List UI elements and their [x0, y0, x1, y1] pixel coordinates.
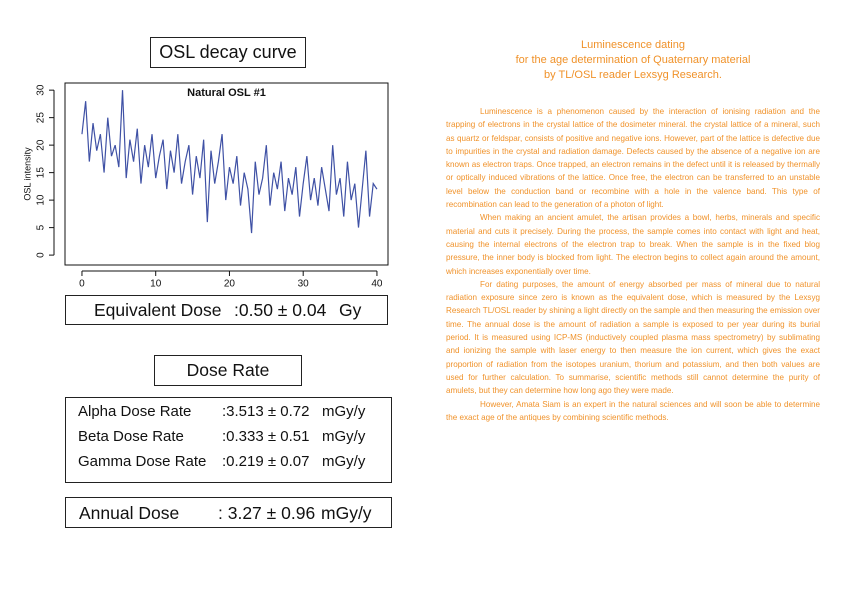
article-title: Luminescence dating for the age determina…: [446, 38, 820, 83]
label: Equivalent Dose: [94, 300, 222, 320]
chart-header: OSL decay curve: [150, 37, 306, 68]
y-tick-label: 0: [36, 252, 47, 258]
value: : 3.27 ± 0.96: [218, 503, 316, 523]
value: :0.50 ± 0.04: [234, 300, 327, 320]
y-tick-label: 5: [36, 224, 47, 230]
spacer: [446, 83, 820, 105]
label: Annual Dose: [79, 503, 180, 523]
x-tick-label: 30: [298, 279, 310, 290]
chart-title: Natural OSL #1: [187, 87, 266, 99]
y-axis-label: OSL intensity: [22, 147, 32, 201]
article: Luminescence dating for the age determina…: [446, 38, 820, 424]
dose-rate-table: Alpha Dose Rate :3.513 ± 0.72 mGy/y Beta Do…: [65, 397, 392, 483]
paragraph: For dating purposes, the amount of energ…: [446, 279, 820, 396]
x-tick-label: 20: [224, 279, 236, 290]
data-line: [81, 90, 378, 234]
annual-dose-box: Annual Dose : 3.27 ± 0.96 mGy/y: [65, 497, 392, 528]
row-label: Gamma Dose Rate: [78, 453, 207, 470]
y-tick-label: 30: [36, 84, 47, 96]
title: Dose Rate: [186, 360, 270, 380]
equivalent-dose-box: Equivalent Dose :0.50 ± 0.04 Gy: [65, 295, 388, 325]
row-unit: mGy/y: [322, 453, 366, 470]
title-line: for the age determination of Quaternary …: [515, 54, 751, 66]
dose-rate-header: Dose Rate: [154, 355, 302, 386]
y-tick-label: 15: [36, 167, 47, 179]
unit: mGy/y: [321, 503, 372, 523]
y-tick-label: 20: [36, 139, 47, 151]
plot-frame: [64, 82, 389, 266]
row-value: :0.333 ± 0.51: [222, 428, 310, 445]
y-tick-label: 10: [36, 194, 47, 206]
row-unit: mGy/y: [322, 403, 366, 420]
header-title: OSL decay curve: [159, 42, 297, 62]
title-line: by TL/OSL reader Lexsyg Research.: [544, 69, 722, 81]
paragraph: However, Amata Siam is an expert in the …: [446, 399, 820, 422]
x-tick-label: 10: [150, 279, 162, 290]
row-value: :3.513 ± 0.72: [222, 403, 310, 420]
row-label: Beta Dose Rate: [78, 428, 184, 445]
row-unit: mGy/y: [322, 428, 366, 445]
title-line: Luminescence dating: [581, 39, 685, 51]
unit: Gy: [339, 300, 362, 320]
x-tick-label: 40: [371, 279, 383, 290]
y-tick-label: 25: [36, 112, 47, 124]
x-tick-label: 0: [79, 279, 85, 290]
paragraph: When making an ancient amulet, the artis…: [446, 213, 820, 276]
row-label: Alpha Dose Rate: [78, 403, 192, 420]
row-value: :0.219 ± 0.07: [222, 453, 310, 470]
paragraph: Luminescence is a phenomenon caused by t…: [446, 107, 820, 210]
